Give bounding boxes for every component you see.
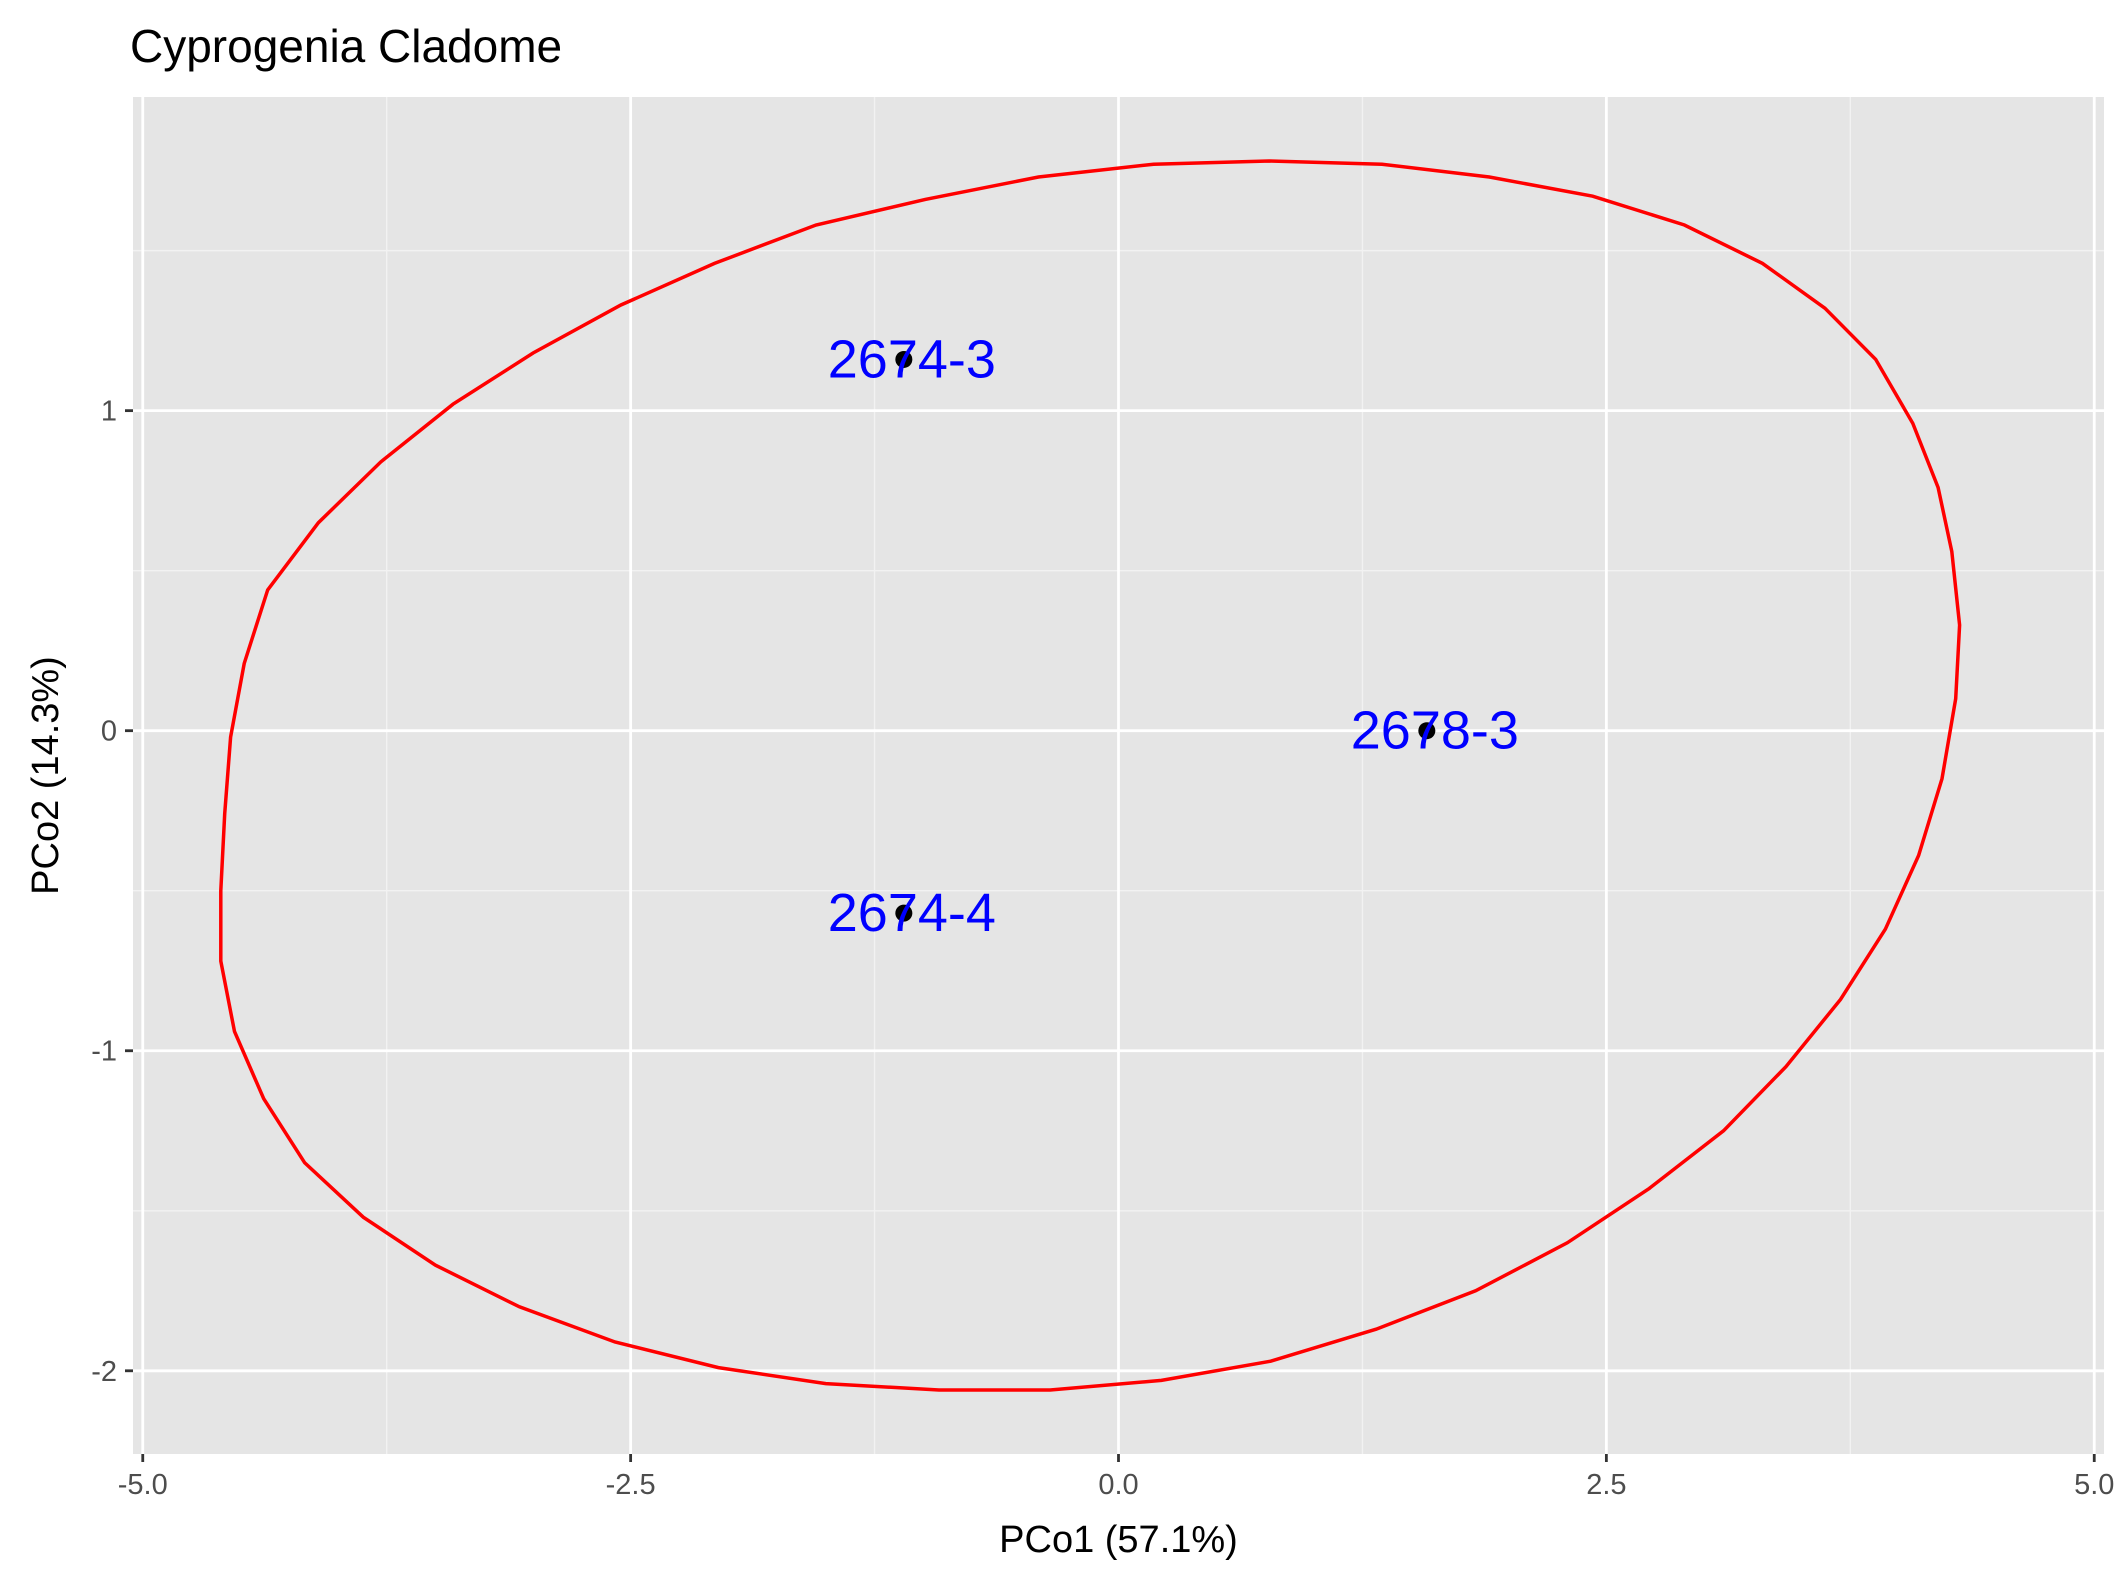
data-point-label: 2674-3 (828, 329, 996, 389)
x-axis: -5.0 -2.5 0.0 2.5 5.0 (118, 1454, 2114, 1501)
x-tick-label: 0.0 (1098, 1469, 1138, 1501)
data-point (895, 904, 913, 922)
y-tick-label: -2 (91, 1356, 117, 1388)
y-axis-title: PCo2 (14.3%) (25, 656, 67, 895)
y-tick-label: 1 (101, 396, 117, 428)
data-point-label: 2678-3 (1351, 701, 1519, 761)
data-point-label: 2674-4 (828, 883, 996, 943)
data-points (895, 350, 1436, 922)
data-point-labels: 2674-3 2678-3 2674-4 (828, 329, 1519, 943)
x-tick-label: -5.0 (118, 1469, 168, 1501)
y-axis: -2 -1 0 1 (91, 396, 133, 1388)
data-point (895, 350, 913, 368)
x-tick-label: 5.0 (2074, 1469, 2114, 1501)
y-tick-label: 0 (101, 716, 117, 748)
y-tick-label: -1 (91, 1036, 117, 1068)
confidence-ellipse (219, 159, 1962, 1392)
data-point (1418, 722, 1436, 740)
chart-title: Cyprogenia Cladome (130, 20, 562, 72)
major-gridlines (133, 97, 2104, 1454)
x-tick-label: 2.5 (1586, 1469, 1626, 1501)
x-axis-title: PCo1 (57.1%) (999, 1519, 1238, 1561)
x-tick-label: -2.5 (606, 1469, 656, 1501)
